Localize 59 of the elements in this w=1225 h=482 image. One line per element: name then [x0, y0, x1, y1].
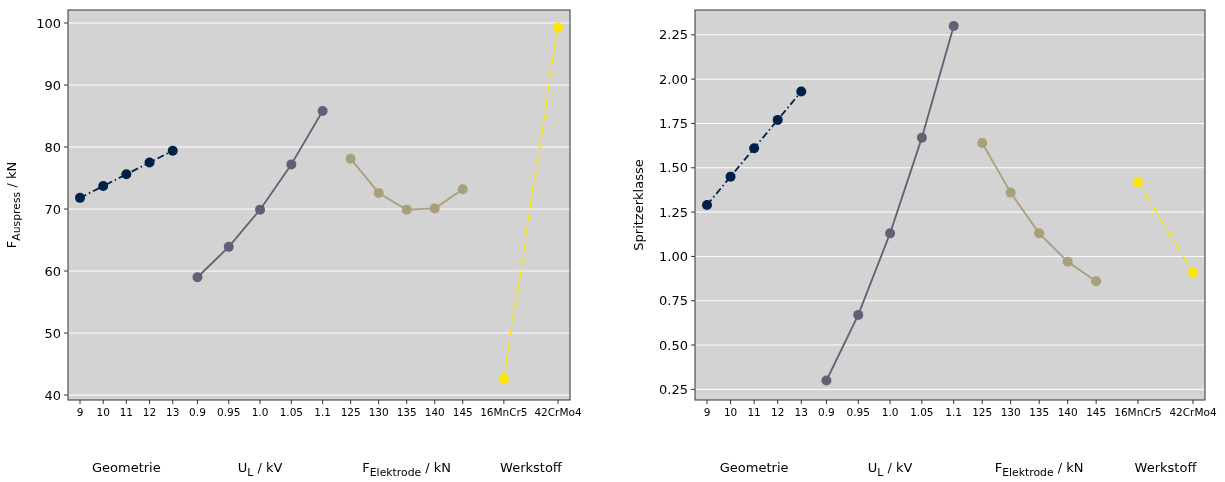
x-tick-label: 16MnCr5 — [480, 406, 528, 418]
x-tick-label: 140 — [424, 406, 445, 418]
y-tick-label: 2.00 — [659, 71, 688, 87]
y-tick-label: 60 — [44, 263, 61, 279]
x-tick-label: 42CrMo4 — [534, 406, 582, 418]
x-tick-label: 0.9 — [818, 406, 835, 418]
y-tick-label: 1.00 — [659, 248, 688, 264]
y-tick-label: 1.25 — [659, 204, 688, 220]
text: Werkstoff — [500, 460, 562, 475]
y-tick-label: 1.50 — [659, 160, 688, 176]
x-tick-label: 13 — [166, 406, 180, 418]
x-tick-label: 10 — [723, 406, 738, 418]
x-tick-label: 11 — [119, 406, 134, 418]
x-tick-label: 1.1 — [945, 406, 963, 418]
x-tick-label: 10 — [96, 406, 110, 418]
x-tick-label: 12 — [771, 406, 785, 418]
y-tick-label: 100 — [36, 15, 61, 31]
x-tick-label: 0.95 — [846, 406, 870, 418]
y-tick-label: 50 — [44, 325, 61, 341]
x-tick-label: 145 — [452, 406, 473, 418]
x-tick-label: 130 — [368, 406, 389, 418]
text: Werkstoff — [1134, 460, 1197, 475]
x-tick-label: 13 — [794, 406, 808, 418]
x-tick-label: 9 — [703, 406, 711, 418]
x-tick-label: 125 — [340, 406, 361, 418]
y-tick-label: 0.25 — [659, 381, 688, 397]
x-tick-label: 1.1 — [314, 406, 331, 418]
x-tick-label: 12 — [142, 406, 157, 418]
x-tick-label: 130 — [1000, 406, 1021, 418]
y-tick-label: 1.75 — [659, 116, 688, 131]
y-tick-label: 0.50 — [659, 337, 688, 353]
x-tick-label: 42CrMo4 — [1169, 406, 1217, 418]
text: U$_{L}$ / kV — [237, 460, 283, 479]
y-tick-label: 2.25 — [659, 27, 688, 43]
y-tick-label: 80 — [44, 139, 61, 155]
x-tick-label: 16MnCr5 — [1114, 406, 1162, 418]
x-tick-label: 125 — [972, 406, 993, 418]
x-tick-label: 135 — [1029, 406, 1050, 418]
text: F$_{Elektrode}$ / kN — [362, 460, 452, 479]
y-axis-title: Spritzerklasse — [631, 159, 646, 251]
x-tick-label: 135 — [396, 406, 417, 418]
x-tick-label: 140 — [1057, 406, 1078, 418]
x-tick-label: 1.05 — [910, 406, 934, 418]
x-tick-label: 1.0 — [881, 406, 899, 418]
x-tick-label: 0.95 — [217, 406, 241, 418]
text: F$_{Elektrode}$ / kN — [994, 460, 1084, 479]
y-tick-label: 40 — [44, 387, 61, 403]
y-tick-label: 90 — [44, 77, 61, 93]
x-tick-label: 1.05 — [279, 406, 304, 418]
x-tick-label: 11 — [747, 406, 761, 418]
text: U$_{L}$ / kV — [867, 460, 913, 479]
x-tick-label: 0.9 — [189, 406, 206, 418]
x-tick-label: 145 — [1086, 406, 1107, 418]
text: Geometrie — [91, 460, 161, 475]
x-tick-label: 9 — [76, 406, 84, 418]
x-tick-label: 1.0 — [251, 406, 269, 418]
y-tick-label: 0.75 — [659, 293, 688, 309]
y-tick-label: 70 — [44, 201, 61, 217]
text: Geometrie — [719, 460, 789, 475]
